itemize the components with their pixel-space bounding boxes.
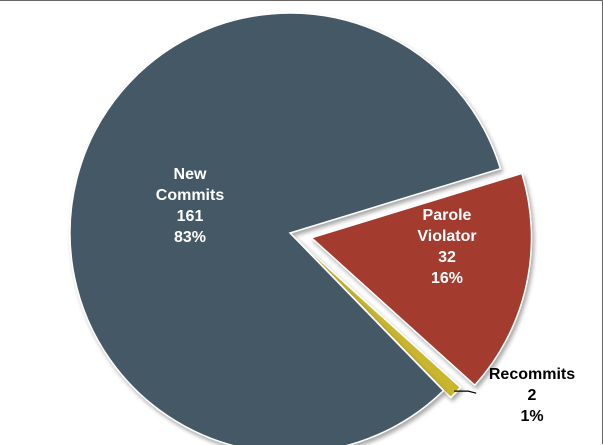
slice-label-parole-violator: Parole Violator 32 16%: [417, 207, 476, 287]
recommits-leader-line: [454, 390, 477, 394]
slice-label-new-commits: New Commits 161 83%: [156, 166, 225, 246]
pie-slice-recommits: [296, 239, 462, 399]
slice-label-recommits: Recommits 2 1%: [489, 366, 575, 425]
pie-slice-new-commits: [69, 12, 502, 445]
pie-slice-parole-violator: [309, 172, 533, 387]
